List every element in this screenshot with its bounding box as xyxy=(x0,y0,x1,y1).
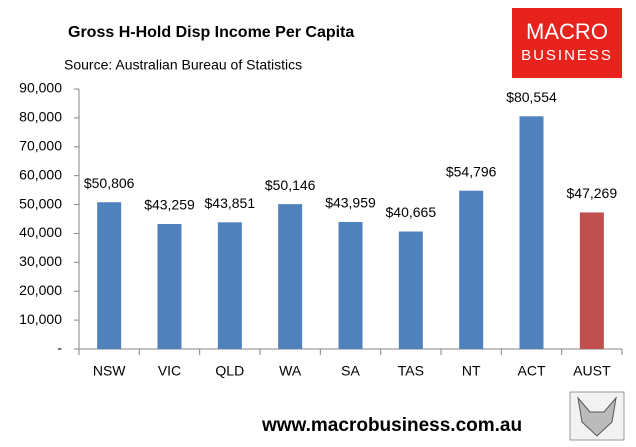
logo-text: BUSINESS xyxy=(521,47,613,64)
bar xyxy=(217,222,242,349)
bar xyxy=(579,212,604,349)
y-tick-label: 30,000 xyxy=(19,253,62,269)
logo-text: MACRO xyxy=(526,19,608,44)
bar xyxy=(398,231,423,349)
bar xyxy=(97,202,122,349)
logo: MACRO BUSINESS xyxy=(512,8,622,78)
value-label: $43,959 xyxy=(325,195,376,211)
value-label: $43,259 xyxy=(144,197,195,213)
fox-icon xyxy=(569,391,625,441)
y-tick-label: - xyxy=(57,340,62,356)
y-tick-label: 80,000 xyxy=(19,109,62,125)
x-tick-label: SA xyxy=(341,363,360,379)
value-label: $50,806 xyxy=(84,175,135,191)
x-tick-label: WA xyxy=(279,363,302,379)
footer: www.macrobusiness.com.au xyxy=(261,415,522,436)
x-tick-label: NT xyxy=(462,363,481,379)
x-tick-label: NSW xyxy=(93,363,126,379)
value-label: $47,269 xyxy=(567,185,618,201)
y-tick-label: 20,000 xyxy=(19,282,62,298)
y-tick-label: 50,000 xyxy=(19,195,62,211)
bar xyxy=(459,190,484,349)
chart-title: Gross H-Hold Disp Income Per Capita xyxy=(68,24,354,41)
bar xyxy=(278,204,303,349)
value-label: $40,665 xyxy=(386,204,437,220)
y-tick-label: 40,000 xyxy=(19,224,62,240)
chart-subtitle: Source: Australian Bureau of Statistics xyxy=(64,57,302,73)
value-label: $54,796 xyxy=(446,163,497,179)
value-label: $50,146 xyxy=(265,177,316,193)
logo-background xyxy=(512,8,622,78)
bar xyxy=(157,224,182,349)
icon-shape xyxy=(577,396,617,437)
y-tick-label: 10,000 xyxy=(19,311,62,327)
x-tick-label: VIC xyxy=(158,363,181,379)
x-tick-label: ACT xyxy=(518,363,546,379)
value-label: $80,554 xyxy=(506,89,557,105)
y-tick-label: 60,000 xyxy=(19,166,62,182)
x-tick-label: QLD xyxy=(215,363,244,379)
x-tick-label: AUST xyxy=(573,363,611,379)
y-tick-label: 70,000 xyxy=(19,137,62,153)
bar xyxy=(338,222,363,349)
value-label: $43,851 xyxy=(205,195,256,211)
x-tick-label: TAS xyxy=(398,363,424,379)
y-tick-label: 90,000 xyxy=(19,80,62,96)
bar xyxy=(519,116,544,349)
